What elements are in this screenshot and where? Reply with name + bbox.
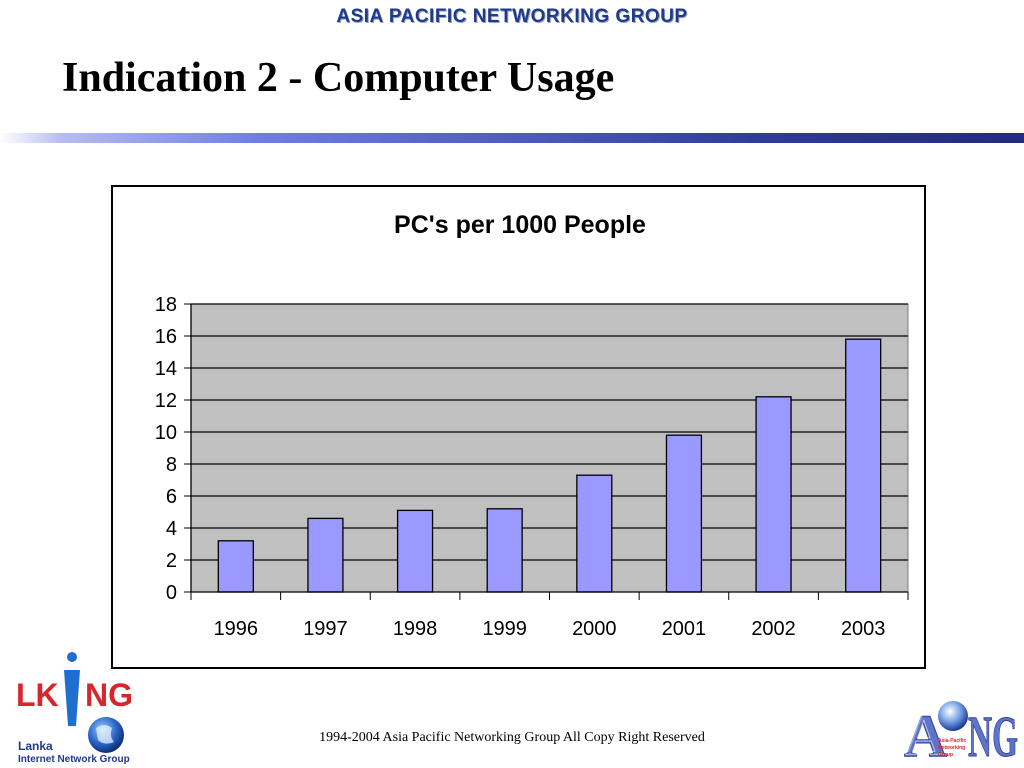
x-tick-label: 1996 xyxy=(214,618,259,640)
plot-area xyxy=(190,303,909,593)
chart-container: PC's per 1000 People 0 2 4 6 8 10 12 14 16 18 199… xyxy=(111,185,926,669)
apng-logo: A A Asia-Pacific Networking Group NG xyxy=(904,701,1019,763)
logo-i-stem xyxy=(64,670,80,726)
y-tick-label: 0 xyxy=(166,582,177,604)
bar-1998 xyxy=(396,509,434,593)
logo-ng-text: NG xyxy=(85,677,133,713)
bars xyxy=(217,338,882,593)
logo-sub3: Group xyxy=(938,752,953,758)
bar-1997 xyxy=(307,517,344,593)
lkng-logo: LK NG Lanka Internet Network Group xyxy=(16,652,133,765)
bar-2000 xyxy=(576,474,613,593)
x-tick-label: 2000 xyxy=(572,618,617,640)
y-tick-label: 12 xyxy=(155,390,177,412)
bar-chart: PC's per 1000 People 0 2 4 6 8 10 12 14 16 18 199… xyxy=(155,211,909,640)
title-divider xyxy=(0,133,1024,143)
y-tick-label: 18 xyxy=(155,294,177,316)
bar-1996 xyxy=(217,540,254,593)
y-tick-label: 16 xyxy=(155,326,177,348)
logo-lanka-text: Lanka xyxy=(18,739,53,753)
logo-network-group-text: Internet Network Group xyxy=(18,754,130,765)
x-tick-label: 2002 xyxy=(751,618,796,640)
organization-banner: ASIA PACIFIC NETWORKING GROUP xyxy=(336,6,688,27)
chart-title: PC's per 1000 People xyxy=(394,211,646,239)
logo-sub2: Networking xyxy=(938,745,965,751)
x-tick-label: 2003 xyxy=(841,618,886,640)
y-tick-label: 10 xyxy=(155,422,177,444)
x-tick-label: 2001 xyxy=(662,618,707,640)
y-axis-ticks: 0 2 4 6 8 10 12 14 16 18 xyxy=(155,294,191,604)
logo-ng-letters: NG xyxy=(968,704,1018,762)
bar-2001 xyxy=(665,434,703,593)
y-tick-label: 6 xyxy=(166,486,177,508)
x-tick-label: 1998 xyxy=(393,618,438,640)
y-tick-label: 2 xyxy=(166,550,177,572)
logo-lk-text: LK xyxy=(16,677,59,713)
y-tick-label: 14 xyxy=(155,358,177,380)
x-axis-ticks: 1996 1997 1998 1999 2000 2001 2002 2003 xyxy=(190,592,909,640)
logo-i-dot xyxy=(67,652,77,662)
y-tick-label: 4 xyxy=(166,518,177,540)
bar-2003 xyxy=(845,338,882,593)
y-tick-label: 8 xyxy=(166,454,177,476)
bar-2002 xyxy=(755,396,792,593)
copyright-footer: 1994-2004 Asia Pacific Networking Group … xyxy=(319,730,705,745)
x-tick-label: 1997 xyxy=(303,618,348,640)
slide-title: Indication 2 - Computer Usage xyxy=(62,55,615,101)
bar-1999 xyxy=(486,508,523,593)
x-tick-label: 1999 xyxy=(482,618,527,640)
logo-sub1: Asia-Pacific xyxy=(938,738,967,744)
globe-icon xyxy=(938,701,968,731)
